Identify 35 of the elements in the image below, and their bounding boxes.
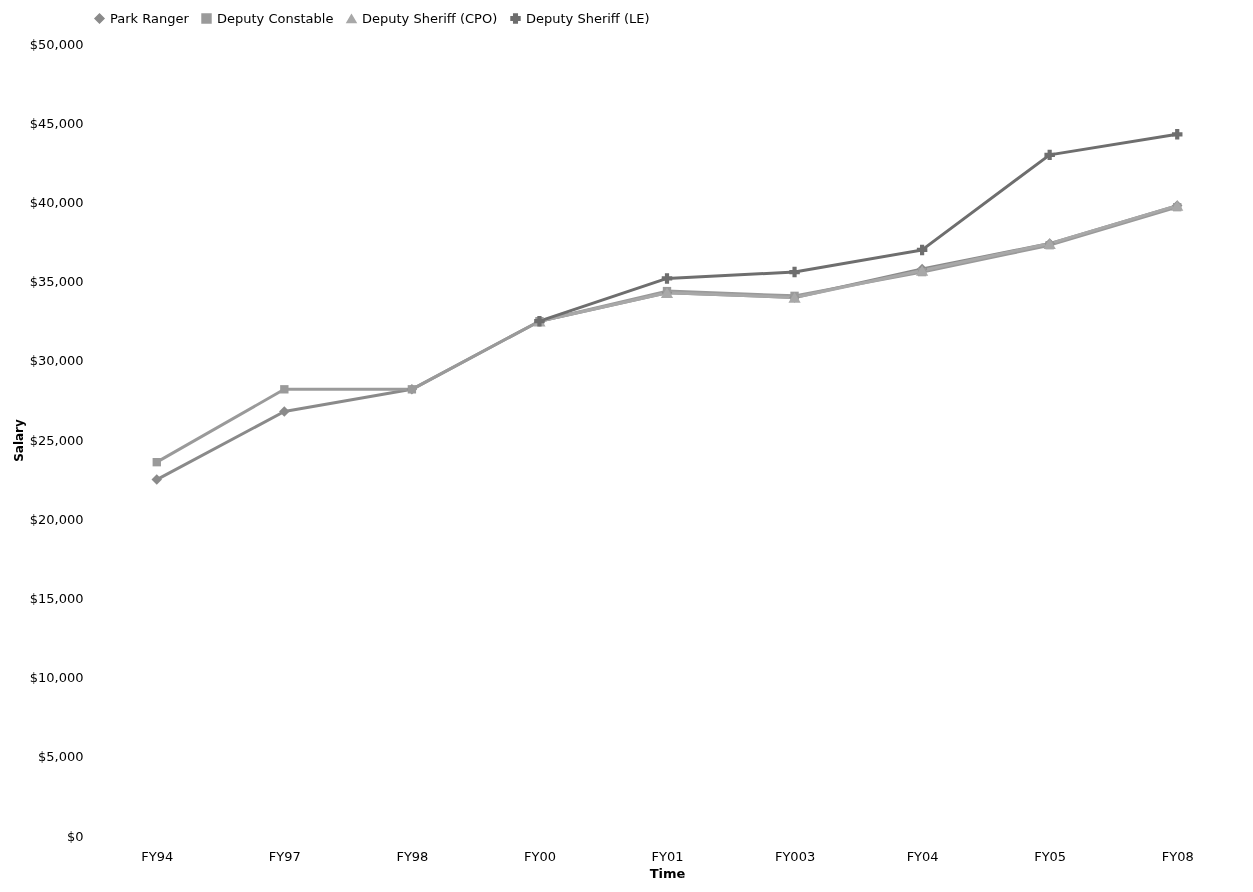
y-tick-label: $0 [66, 828, 84, 844]
y-tick-label: $25,000 [29, 432, 84, 448]
point [279, 406, 290, 417]
y-tick-label: $50,000 [29, 36, 84, 52]
x-tick-label: FY98 [396, 848, 429, 864]
point [661, 273, 673, 284]
x-tick-label: FY05 [1034, 848, 1067, 864]
point [789, 266, 800, 278]
x-axis-title: Time [649, 865, 686, 881]
legend-label: Deputy Sheriff (CPO) [362, 10, 498, 26]
point [280, 385, 289, 394]
y-tick-label: $45,000 [29, 115, 84, 131]
x-tick-label: FY00 [523, 848, 556, 864]
y-tick-label: $35,000 [29, 274, 84, 290]
x-tick-label: FY003 [774, 848, 816, 864]
y-tick-label: $15,000 [29, 590, 84, 606]
x-tick-label: FY01 [651, 848, 684, 864]
point [1044, 149, 1055, 161]
point [1171, 129, 1183, 140]
y-tick-label: $30,000 [29, 353, 84, 369]
point [151, 474, 163, 485]
point [916, 244, 928, 256]
legend-label: Park Ranger [110, 10, 190, 26]
y-tick-label: $40,000 [29, 194, 84, 210]
y-axis-title: Salary [11, 418, 26, 462]
y-tick-label: $5,000 [38, 749, 84, 765]
point [152, 457, 161, 467]
x-tick-label: FY97 [268, 848, 301, 864]
x-tick-label: FY04 [906, 848, 939, 864]
y-tick-label: $10,000 [29, 670, 84, 686]
x-tick-label: FY94 [141, 848, 174, 864]
legend-label: Deputy Sheriff (LE) [526, 10, 650, 26]
y-tick-label: $20,000 [29, 511, 84, 527]
x-tick-label: FY08 [1161, 848, 1194, 864]
legend-label: Deputy Constable [217, 10, 334, 26]
